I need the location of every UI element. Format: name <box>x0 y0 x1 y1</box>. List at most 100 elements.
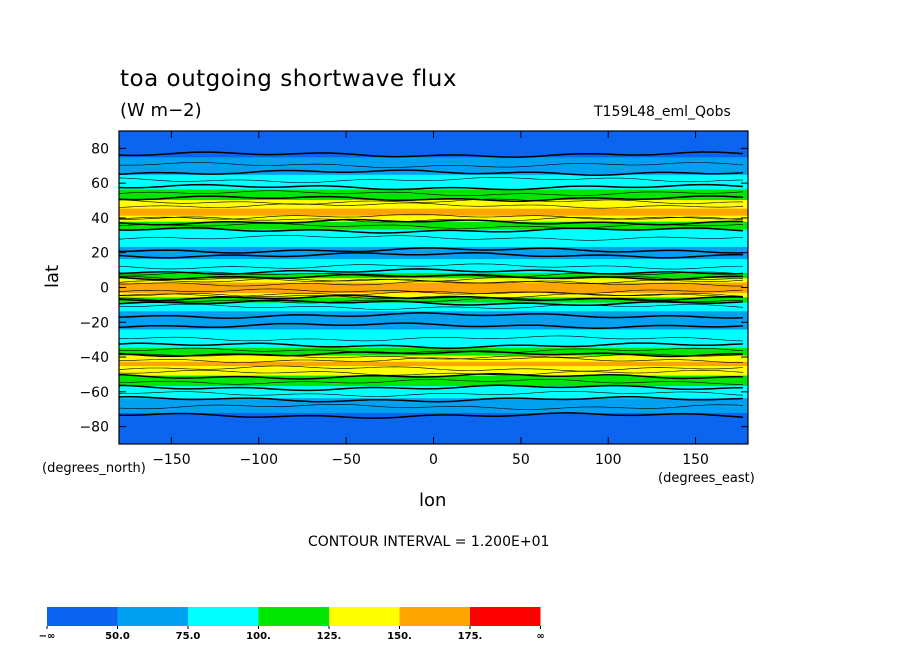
flux-band <box>119 342 748 344</box>
flux-band <box>119 324 748 327</box>
flux-band <box>119 310 748 312</box>
flux-band <box>119 257 748 259</box>
flux-band <box>119 164 748 166</box>
flux-band <box>119 322 748 324</box>
contour-line <box>119 365 744 372</box>
flux-band <box>119 188 748 190</box>
contour-interval: CONTOUR INTERVAL = 1.200E+01 <box>308 534 550 550</box>
flux-band <box>119 370 748 373</box>
flux-band <box>119 382 748 384</box>
flux-band <box>119 147 748 149</box>
flux-band <box>119 358 748 360</box>
flux-band <box>119 430 748 432</box>
contour-line <box>119 297 743 304</box>
y-tick-label: 0 <box>100 281 109 297</box>
flux-band <box>119 359 748 361</box>
flux-band <box>119 172 748 174</box>
flux-band <box>119 413 748 415</box>
flux-band <box>119 281 748 283</box>
contour-line <box>119 198 743 205</box>
flux-band <box>119 315 748 317</box>
contour-line <box>119 235 744 241</box>
flux-band <box>119 263 748 265</box>
flux-band <box>119 417 748 420</box>
flux-band <box>119 179 748 181</box>
flux-band <box>119 202 748 204</box>
flux-band <box>119 270 748 273</box>
flux-band <box>119 318 748 320</box>
flux-band <box>119 331 748 334</box>
flux-band <box>119 235 748 237</box>
flux-band <box>119 180 748 182</box>
contour-line <box>119 312 744 319</box>
flux-band <box>119 385 748 387</box>
flux-band <box>119 397 748 400</box>
flux-band <box>119 218 748 220</box>
flux-band <box>119 311 748 314</box>
flux-band <box>119 145 748 147</box>
contour-line <box>119 373 743 380</box>
flux-band <box>119 301 748 303</box>
flux-band <box>119 262 748 264</box>
flux-band <box>119 397 748 399</box>
flux-band <box>119 206 748 208</box>
flux-band <box>119 284 748 286</box>
flux-band <box>119 272 748 274</box>
chart-title: toa outgoing shortwave flux <box>120 66 457 92</box>
flux-band <box>119 150 748 153</box>
flux-band <box>119 211 748 214</box>
flux-band <box>119 305 748 307</box>
flux-band <box>119 200 748 202</box>
flux-band <box>119 374 748 376</box>
flux-band <box>119 375 748 377</box>
contour-line <box>119 357 743 363</box>
y-tick-label: 20 <box>91 246 109 262</box>
flux-band <box>119 185 748 187</box>
x-axis: −150 −100 −50 0 50 100 150 <box>152 131 709 468</box>
contour-line <box>119 369 744 376</box>
flux-band <box>119 399 748 401</box>
flux-band <box>119 351 748 354</box>
flux-band <box>119 261 748 263</box>
contour-line <box>119 299 744 307</box>
flux-band <box>119 237 748 240</box>
x-unit-label: (degrees_east) <box>658 471 755 486</box>
flux-band <box>119 434 748 436</box>
flux-band <box>119 204 748 207</box>
flux-band <box>119 409 748 411</box>
flux-band <box>119 428 748 430</box>
flux-band <box>119 379 748 381</box>
flux-band <box>119 355 748 357</box>
flux-band <box>119 299 748 301</box>
flux-band <box>119 149 748 151</box>
flux-band <box>119 371 748 374</box>
contour-line <box>119 342 744 349</box>
flux-band <box>119 159 748 161</box>
contour-line <box>119 273 744 281</box>
y-axis-label: lat <box>42 264 63 288</box>
contour-line <box>119 379 743 385</box>
flux-band <box>119 295 748 297</box>
flux-band <box>119 178 748 180</box>
contour-line <box>119 396 744 403</box>
flux-band <box>119 349 748 351</box>
flux-band <box>119 223 748 225</box>
flux-band <box>119 287 748 289</box>
flux-band <box>119 424 748 426</box>
flux-band <box>119 183 748 185</box>
flux-band <box>119 216 748 218</box>
flux-band <box>119 168 748 170</box>
flux-band <box>119 320 748 322</box>
flux-band <box>119 403 748 405</box>
flux-band <box>119 405 748 407</box>
flux-band <box>119 329 748 331</box>
flux-band <box>119 270 748 272</box>
flux-band <box>119 398 748 400</box>
contour-line <box>119 275 744 282</box>
flux-band <box>119 348 748 350</box>
flux-band <box>119 415 748 417</box>
flux-band <box>119 277 748 279</box>
y-tick-label: 40 <box>91 211 109 227</box>
flux-band <box>119 259 748 261</box>
flux-band <box>119 225 748 227</box>
